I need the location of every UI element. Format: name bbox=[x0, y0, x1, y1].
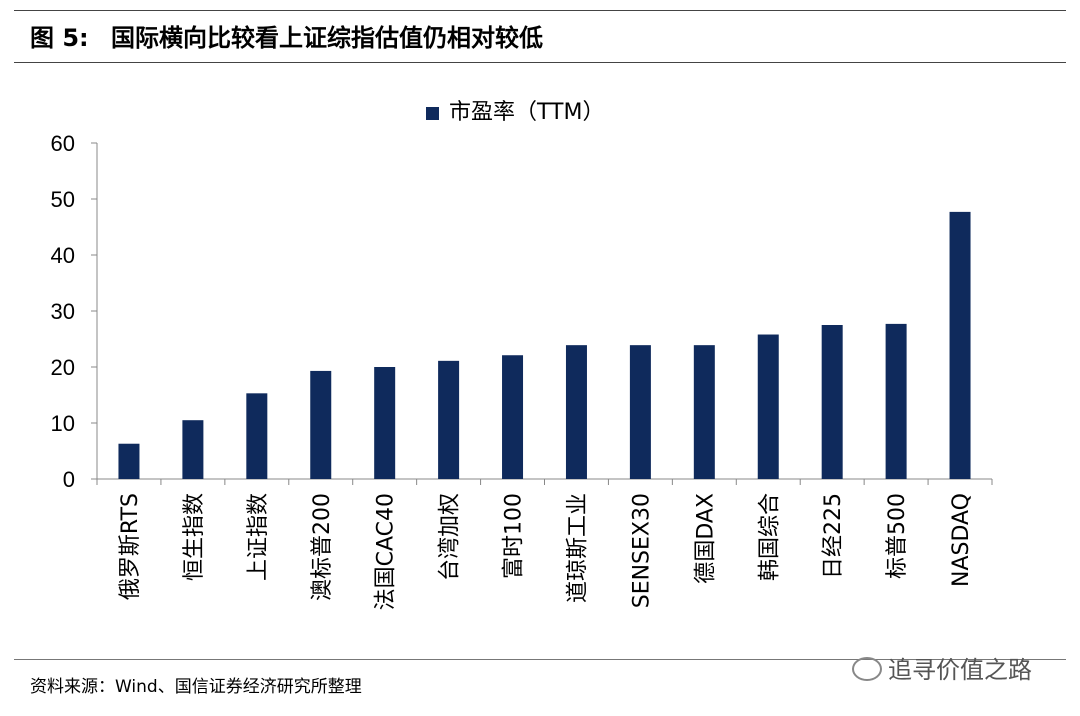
y-tick-label: 10 bbox=[51, 411, 75, 436]
figure-number: 5: bbox=[62, 24, 89, 52]
legend-swatch bbox=[426, 107, 439, 120]
x-tick-label: 澳标普200 bbox=[310, 493, 335, 601]
bar-7 bbox=[502, 355, 524, 479]
chart-legend: 市盈率（TTM） bbox=[426, 96, 604, 130]
title-rule bbox=[14, 62, 1066, 63]
bar-14 bbox=[949, 211, 971, 479]
x-tick-label: 法国CAC40 bbox=[374, 493, 399, 610]
bar-3 bbox=[246, 393, 268, 479]
bar-8 bbox=[565, 345, 587, 479]
x-tick-label: 韩国综合 bbox=[757, 493, 782, 581]
bar-11 bbox=[757, 334, 779, 479]
y-tick-label: 60 bbox=[51, 131, 75, 156]
bar-10 bbox=[693, 345, 715, 479]
y-tick-label: 20 bbox=[51, 355, 75, 380]
bar-5 bbox=[374, 367, 396, 479]
x-tick-label: 富时100 bbox=[502, 493, 527, 579]
watermark: 追寻价值之路 bbox=[852, 650, 1032, 690]
bar-12 bbox=[821, 325, 843, 479]
x-tick-label: NASDAQ bbox=[949, 493, 974, 587]
x-tick-label: 上证指数 bbox=[246, 493, 271, 581]
source-note: 资料来源：Wind、国信证券经济研究所整理 bbox=[30, 677, 362, 697]
figure-title: 图 5: 国际横向比较看上证综指估值仍相对较低 bbox=[30, 18, 543, 58]
bar-2 bbox=[182, 420, 204, 479]
x-tick-label: 道琼斯工业 bbox=[565, 493, 590, 603]
figure-label: 图 bbox=[30, 24, 54, 52]
x-tick-label: 恒生指数 bbox=[182, 493, 207, 581]
x-tick-label: 台湾加权 bbox=[438, 493, 463, 581]
x-tick-label: 俄罗斯RTS bbox=[118, 493, 143, 600]
bar-1 bbox=[118, 443, 140, 479]
bar-13 bbox=[885, 323, 907, 479]
y-tick-label: 0 bbox=[63, 467, 75, 492]
bar-4 bbox=[310, 370, 332, 479]
wechat-icon bbox=[852, 657, 882, 681]
x-tick-label: SENSEX30 bbox=[629, 493, 654, 608]
y-tick-label: 30 bbox=[51, 299, 75, 324]
bottom-rule bbox=[14, 659, 1066, 660]
bar-6 bbox=[438, 360, 460, 479]
legend-label: 市盈率（TTM） bbox=[449, 100, 605, 125]
bar-chart: 0 10 20 30 40 50 60 俄罗斯RTS 恒生指数 上证指数 澳标普200 法国CAC40… bbox=[51, 131, 993, 610]
watermark-text: 追寻价值之路 bbox=[888, 656, 1032, 684]
bar-9 bbox=[629, 345, 651, 479]
x-tick-label: 日经225 bbox=[821, 493, 846, 579]
x-tick-label: 德国DAX bbox=[693, 493, 718, 584]
y-tick-label: 50 bbox=[51, 187, 75, 212]
y-tick-label: 40 bbox=[51, 243, 75, 268]
top-rule bbox=[14, 10, 1066, 11]
x-tick-label: 标普500 bbox=[885, 493, 910, 579]
figure-title-text: 国际横向比较看上证综指估值仍相对较低 bbox=[111, 24, 544, 52]
